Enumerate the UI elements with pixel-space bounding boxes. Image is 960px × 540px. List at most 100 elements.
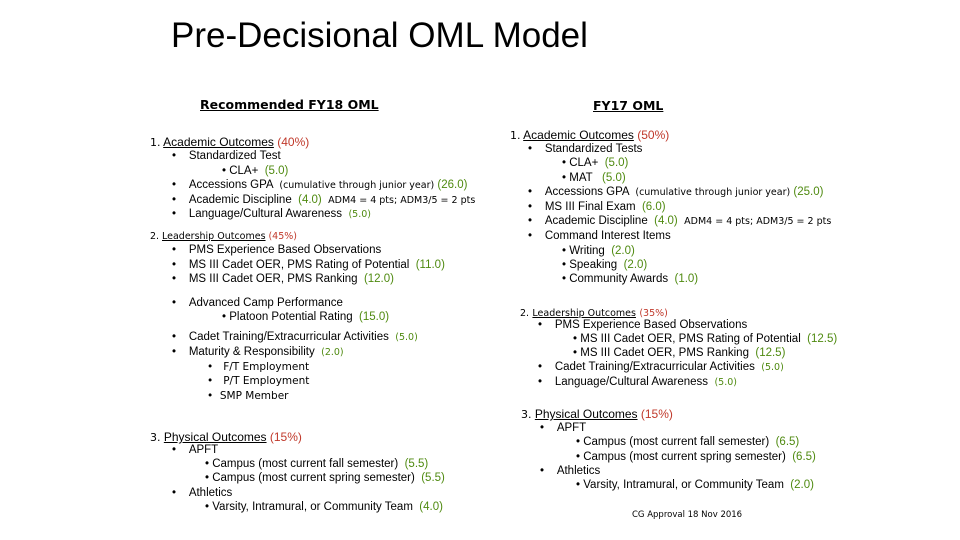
list-item-text: Athletics xyxy=(556,465,601,477)
list-item-text: (35%) xyxy=(639,308,668,319)
list-item-text: (1.0) xyxy=(674,273,699,285)
list-item-text: (5.0) xyxy=(395,332,418,343)
list-item: • MS III Cadet OER, PMS Ranking (12.5) xyxy=(573,347,785,359)
list-item-text: 2. xyxy=(520,308,530,319)
list-item-text: Academic Discipline xyxy=(544,215,648,227)
list-item: • Cadet Training/Extracurricular Activit… xyxy=(538,361,784,373)
list-item-text: 2. xyxy=(150,231,160,242)
list-item-text: 1. xyxy=(510,129,521,142)
list-item-text: (2.0) xyxy=(790,479,814,491)
list-item: • Accessions GPA (cumulative through jun… xyxy=(172,179,467,191)
list-item: • Academic Discipline (4.0) ADM4 = 4 pts… xyxy=(528,215,831,227)
list-item-text: Language/Cultural Awareness xyxy=(554,376,709,388)
list-item-text: (2.0) xyxy=(611,245,635,257)
bullet-icon: • xyxy=(207,375,214,387)
list-item-text: (4.0) xyxy=(298,194,322,206)
list-item-text: Language/Cultural Awareness xyxy=(188,208,343,220)
list-item-text: Cadet Training/Extracurricular Activitie… xyxy=(554,361,755,373)
bullet-icon: • xyxy=(172,208,177,220)
list-item: • APFT xyxy=(172,444,218,456)
list-item: • Standardized Test xyxy=(172,150,281,162)
approval-footnote: CG Approval 18 Nov 2016 xyxy=(632,510,743,520)
bullet-icon: • xyxy=(562,245,567,257)
list-item: • MAT (5.0) xyxy=(562,172,626,184)
list-item: • Standardized Tests xyxy=(528,143,642,155)
list-item: • MS III Cadet OER, PMS Ranking (12.0) xyxy=(172,273,394,285)
list-item-text: (15.0) xyxy=(359,311,390,323)
list-item: • APFT xyxy=(540,422,586,434)
bullet-icon: • xyxy=(207,390,214,402)
list-item-text: Campus (most current fall semester) xyxy=(583,436,770,448)
bullet-icon: • xyxy=(528,143,533,155)
list-item-text: MS III Cadet OER, PMS Ranking xyxy=(580,347,749,359)
fy17-academic-heading: 1. Academic Outcomes (50%) xyxy=(510,128,669,142)
section-number: 1. xyxy=(150,136,161,149)
list-item-text: Community Awards xyxy=(569,273,669,285)
bullet-icon: • xyxy=(172,297,177,309)
list-item-text: Academic Discipline xyxy=(188,194,292,206)
list-item-text: Accessions GPA xyxy=(188,179,273,191)
list-item-text: 3. xyxy=(521,408,532,421)
list-item-text: PMS Experience Based Observations xyxy=(554,319,748,331)
list-item: • MS III Cadet OER, PMS Rating of Potent… xyxy=(573,333,837,345)
bullet-icon: • xyxy=(205,458,210,470)
list-item: • Platoon Potential Rating (15.0) xyxy=(222,311,389,323)
list-item-text: Athletics xyxy=(188,487,233,499)
list-item-text: (12.5) xyxy=(807,333,838,345)
list-item-text: MS III Cadet OER, PMS Ranking xyxy=(188,273,358,285)
bullet-icon: • xyxy=(576,436,581,448)
bullet-icon: • xyxy=(222,165,227,177)
fy17-leadership-heading: 2. Leadership Outcomes (35%) xyxy=(520,305,668,319)
bullet-icon: • xyxy=(540,465,545,477)
list-item-text: Cadet Training/Extracurricular Activitie… xyxy=(188,331,389,343)
list-item-text: ADM4 = 4 pts; ADM3/5 = 2 pts xyxy=(328,195,476,206)
list-item-text: Academic Outcomes xyxy=(523,128,634,142)
list-item-text: Writing xyxy=(569,245,605,257)
bullet-icon: • xyxy=(205,501,210,513)
list-item: • Athletics xyxy=(172,487,232,499)
list-item-text: Leadership Outcomes xyxy=(162,231,266,242)
bullet-icon: • xyxy=(528,186,533,198)
bullet-icon: • xyxy=(207,361,214,373)
bullet-icon: • xyxy=(172,444,177,456)
list-item: • PMS Experience Based Observations xyxy=(538,319,747,331)
bullet-icon: • xyxy=(573,347,578,359)
list-item-text: Campus (most current spring semester) xyxy=(583,451,786,463)
list-item-text: MS III Cadet OER, PMS Rating of Potentia… xyxy=(188,259,410,271)
list-item-text: (5.0) xyxy=(714,377,737,388)
list-item-text: (cumulative through junior year) xyxy=(635,187,791,198)
bullet-icon: • xyxy=(172,346,177,358)
list-item-text: MAT xyxy=(569,172,593,184)
list-item-text: ADM4 = 4 pts; ADM3/5 = 2 pts xyxy=(684,216,832,227)
list-item: • MS III Final Exam (6.0) xyxy=(528,201,666,213)
list-item-text: APFT xyxy=(556,422,587,434)
list-item: • Academic Discipline (4.0) ADM4 = 4 pts… xyxy=(172,194,475,206)
bullet-icon: • xyxy=(172,259,177,271)
list-item: • Cadet Training/Extracurricular Activit… xyxy=(172,331,418,343)
bullet-icon: • xyxy=(562,172,567,184)
list-item-text: (26.0) xyxy=(437,179,468,191)
bullet-icon: • xyxy=(573,333,578,345)
list-item: • Writing (2.0) xyxy=(562,245,635,257)
list-item-text: Campus (most current fall semester) xyxy=(212,458,399,470)
list-item: • CLA+ (5.0) xyxy=(562,157,628,169)
list-item-text: F/T Employment xyxy=(223,361,310,373)
list-item-text: PMS Experience Based Observations xyxy=(188,244,382,256)
bullet-icon: • xyxy=(538,361,543,373)
fy17-physical-heading: 3. Physical Outcomes (15%) xyxy=(521,407,673,421)
list-item: • Community Awards (1.0) xyxy=(562,273,698,285)
bullet-icon: • xyxy=(538,376,543,388)
list-item-text: SMP Member xyxy=(219,390,289,402)
bullet-icon: • xyxy=(528,201,533,213)
list-item-text: (6.5) xyxy=(792,451,816,463)
list-item-text: (15%) xyxy=(269,430,302,444)
list-item-text: (cumulative through junior year) xyxy=(279,180,435,191)
list-item: • Campus (most current fall semester) (6… xyxy=(576,436,799,448)
list-item-text: Speaking xyxy=(569,259,618,271)
list-item-text: (6.5) xyxy=(775,436,800,448)
list-item: • CLA+ (5.0) xyxy=(222,165,288,177)
list-item-text: Platoon Potential Rating xyxy=(229,311,353,323)
list-item-text: Standardized Test xyxy=(188,150,281,162)
fy18-physical-heading: 3. Physical Outcomes (15%) xyxy=(150,430,302,444)
bullet-icon: • xyxy=(172,331,177,343)
